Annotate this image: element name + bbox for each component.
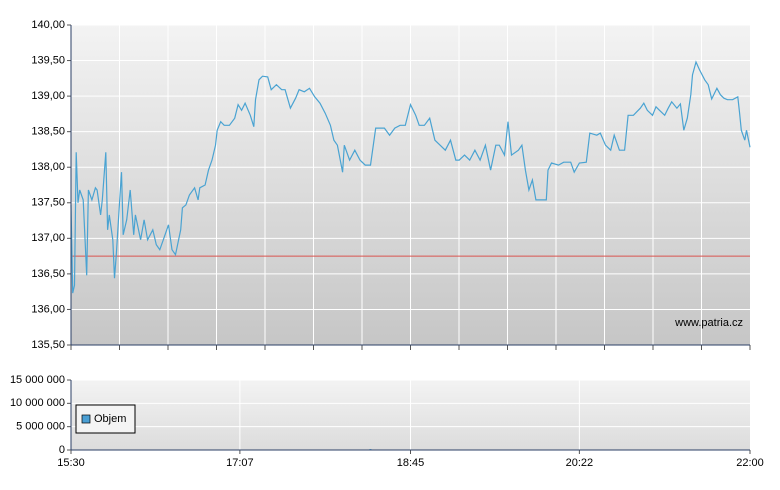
x-tick-label: 20:22: [566, 457, 594, 469]
y-tick-label: 140,00: [31, 19, 65, 31]
y-tick-label: 15 000 000: [10, 374, 65, 386]
y-tick-label: 5 000 000: [16, 421, 65, 433]
price-line: [70, 60, 751, 294]
y-tick-label: 136,50: [31, 268, 65, 280]
x-tick-label: 15:30: [57, 457, 85, 469]
y-tick-label: 137,50: [31, 197, 65, 209]
y-tick-label: 137,00: [31, 232, 65, 244]
y-tick-label: 138,50: [31, 126, 65, 138]
watermark: www.patria.cz: [674, 317, 743, 329]
x-tick-label: 17:07: [226, 457, 254, 469]
y-tick-label: 139,00: [31, 90, 65, 102]
y-tick-label: 139,50: [31, 54, 65, 66]
x-tick-label: 22:00: [736, 457, 764, 469]
y-tick-label: 138,00: [31, 161, 65, 173]
y-tick-label: 0: [59, 444, 65, 456]
x-tick-label: 18:45: [397, 457, 425, 469]
legend-label: Objem: [94, 413, 126, 425]
y-tick-label: 10 000 000: [10, 397, 65, 409]
y-tick-label: 136,00: [31, 303, 65, 315]
y-tick-label: 135,50: [31, 339, 65, 351]
legend-swatch: [81, 414, 91, 424]
